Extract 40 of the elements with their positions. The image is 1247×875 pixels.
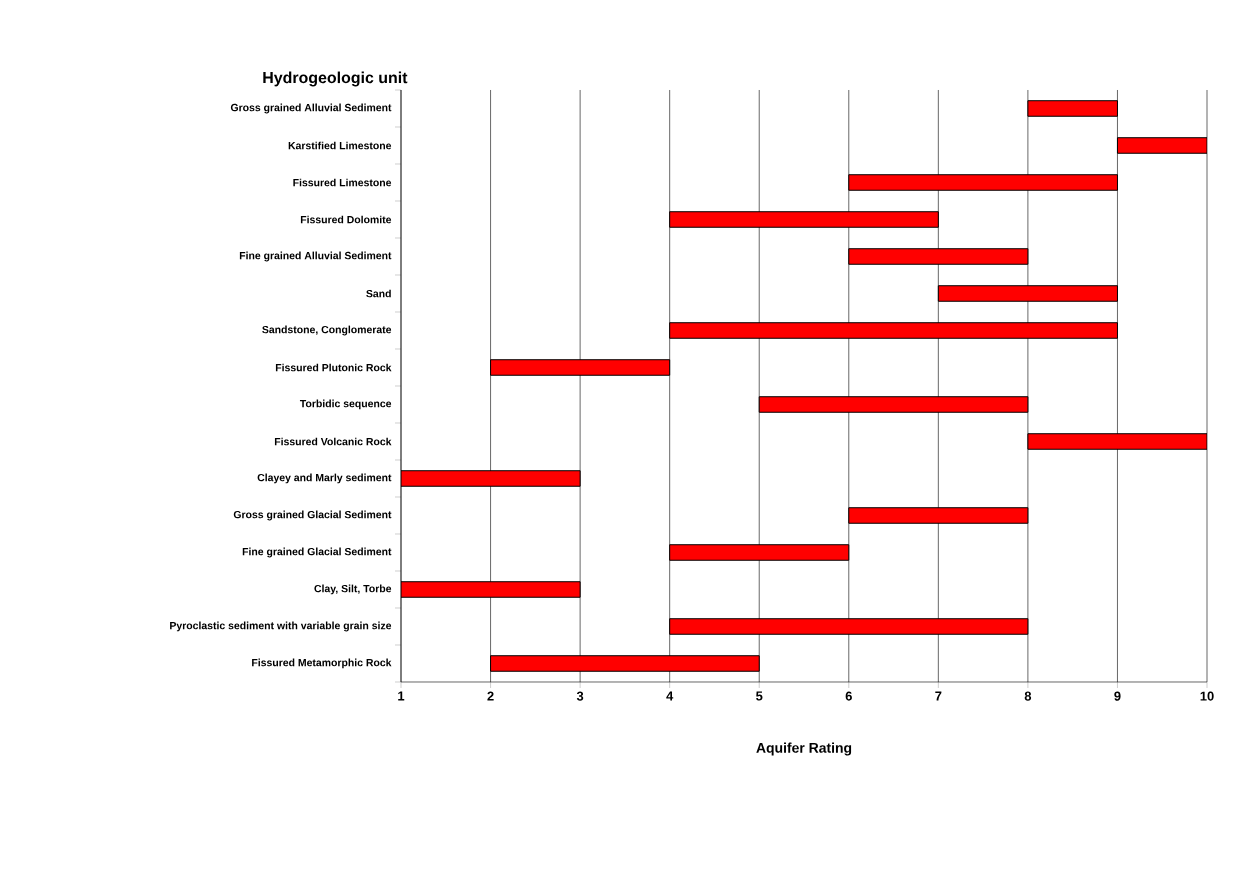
y-tick-label: Karstified Limestone bbox=[288, 141, 392, 150]
x-tick-label: 1 bbox=[398, 691, 405, 701]
bar bbox=[848, 507, 1029, 524]
x-tick-label: 6 bbox=[845, 691, 852, 701]
y-tick-label: Gross grained Alluvial Sediment bbox=[230, 103, 392, 114]
x-tick-label: 3 bbox=[576, 691, 584, 701]
y-tick-label: Sandstone, Conglomerate bbox=[262, 325, 392, 336]
bar bbox=[669, 322, 1118, 339]
y-tick-label: Torbidic sequence bbox=[299, 399, 392, 410]
bar bbox=[669, 544, 850, 561]
x-tick-label: 4 bbox=[666, 691, 674, 701]
bar bbox=[490, 655, 760, 672]
x-tick-label: 8 bbox=[1024, 691, 1032, 701]
y-axis-title: Hydrogeologic unit bbox=[263, 71, 408, 87]
x-tick-label: 9 bbox=[1114, 691, 1121, 701]
x-tick-label: 7 bbox=[935, 691, 942, 701]
y-tick-label: Pyroclastic sediment with variable grain size bbox=[170, 621, 392, 632]
bar bbox=[1027, 100, 1118, 117]
x-tick-label: 5 bbox=[756, 691, 763, 701]
y-tick-label: Sand bbox=[366, 289, 391, 298]
y-tick-label: Clayey and Marly sediment bbox=[257, 473, 392, 484]
y-tick-label: Clay, Silt, Torbe bbox=[314, 584, 392, 595]
x-tick-label: 2 bbox=[487, 691, 494, 701]
bar bbox=[848, 174, 1118, 191]
y-tick-label: Fissured Limestone bbox=[293, 178, 392, 187]
bar bbox=[490, 359, 671, 376]
y-tick-label: Fine grained Glacial Sediment bbox=[242, 547, 392, 558]
y-tick-label: Fine grained Alluvial Sediment bbox=[239, 251, 392, 262]
x-axis-title: Aquifer Rating bbox=[756, 742, 852, 756]
x-tick-label: 10 bbox=[1200, 691, 1214, 701]
y-tick-label: Fissured Volcanic Rock bbox=[274, 437, 392, 446]
bar bbox=[669, 211, 939, 228]
bar bbox=[758, 396, 1029, 413]
bar bbox=[669, 618, 1029, 635]
y-tick-label: Gross grained Glacial Sediment bbox=[233, 510, 392, 521]
bar bbox=[848, 248, 1029, 265]
y-tick-label: Fissured Dolomite bbox=[300, 215, 392, 224]
y-tick-label: Fissured Metamorphic Rock bbox=[252, 658, 392, 669]
y-tick-label: Fissured Plutonic Rock bbox=[275, 363, 392, 372]
bar bbox=[937, 285, 1118, 302]
